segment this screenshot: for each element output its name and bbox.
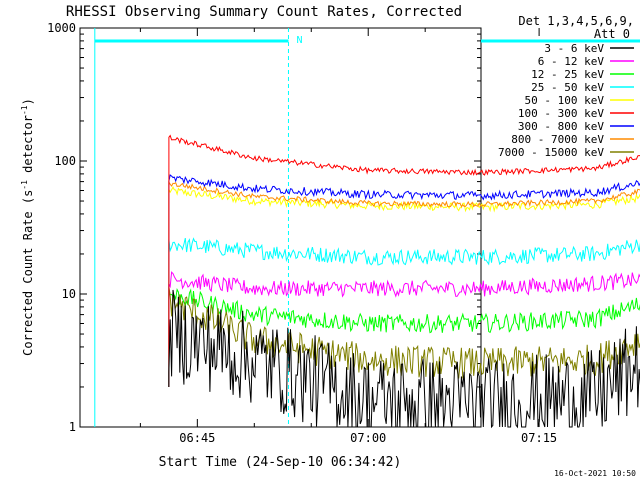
x-tick-label: 07:00: [350, 431, 386, 445]
legend-label: 6 - 12 keV: [538, 55, 605, 68]
y-tick-label: 1: [69, 420, 76, 434]
series-line-100-300-kev: [168, 134, 640, 387]
night-flag-label: N: [296, 35, 302, 46]
legend-label: 50 - 100 keV: [525, 94, 605, 107]
footer-date: 16-Oct-2021 10:50: [554, 469, 636, 478]
y-tick-label: 100: [54, 154, 76, 168]
series-line-300-800-kev: [168, 174, 640, 387]
legend-header-line1: Det 1,3,4,5,6,9,: [518, 14, 634, 28]
y-tick-label: 10: [62, 287, 76, 301]
legend-label: 100 - 300 keV: [518, 107, 604, 120]
legend-label: 300 - 800 keV: [518, 120, 604, 133]
series-line-12-25-kev: [168, 288, 640, 387]
series-line-7000-15000-kev: [168, 286, 640, 387]
series-line-3-6-kev: [168, 289, 640, 429]
y-ticks: 1 10 100 1000: [47, 21, 481, 434]
x-axis-label: Start Time (24-Sep-10 06:34:42): [159, 455, 402, 470]
legend-label: 3 - 6 keV: [544, 42, 604, 55]
y-axis-label: Corrected Count Rate (s-1 detector-1): [20, 98, 35, 356]
series-lines: [168, 134, 640, 429]
chart-title: RHESSI Observing Summary Count Rates, Co…: [66, 4, 462, 20]
series-line-800-7000-kev: [168, 180, 640, 387]
legend-label: 12 - 25 keV: [531, 68, 604, 81]
legend-label: 25 - 50 keV: [531, 81, 604, 94]
x-tick-label: 06:45: [179, 431, 215, 445]
legend-label: 800 - 7000 keV: [511, 133, 604, 146]
series-line-6-12-kev: [168, 271, 640, 387]
legend-label: 7000 - 15000 keV: [498, 146, 604, 159]
legend-header-line2: Att 0: [594, 27, 630, 41]
y-tick-label: 1000: [47, 21, 76, 35]
series-line-25-50-kev: [168, 237, 640, 387]
series-line-50-100-kev: [168, 185, 640, 387]
x-tick-label: 07:15: [521, 431, 557, 445]
plot-frame: [79, 27, 482, 428]
